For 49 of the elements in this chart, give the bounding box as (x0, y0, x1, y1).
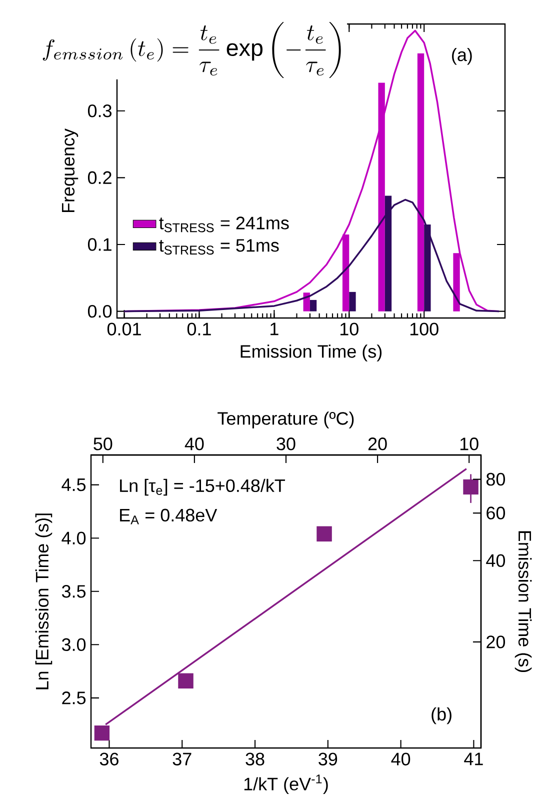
point (463, 479, 478, 495)
y2-tick-label: 20 (486, 636, 506, 648)
point (94, 725, 110, 741)
x2-axis-title: Temperature (ºC) (218, 412, 354, 428)
y-tick-label: 0.1 (88, 238, 112, 251)
legend-label: t$_{STRESS}$ = 241ms (159, 216, 289, 232)
x-axis-title: 1/kT (eV$^{-1}$) (244, 774, 328, 794)
x2-tick-label: 40 (184, 438, 204, 450)
annotation: (b) (432, 707, 452, 724)
x-tick-label: 1 (270, 322, 278, 336)
bar (349, 292, 356, 312)
annotation: E$_{A}$ = 0.48eV (120, 508, 218, 524)
y2-tick-label: 40 (486, 554, 506, 567)
x-tick-label: 10 (340, 322, 358, 336)
annotation: Ln [τ$_{e}$] = -15+0.48/kT (120, 478, 286, 496)
y-tick-label: 0.0 (88, 304, 112, 318)
annotation: (a) (452, 48, 472, 65)
y-axis-title: Ln [Emission Time (s)] (35, 514, 52, 690)
y-tick-label: 4.0 (62, 532, 86, 544)
y-tick-label: 2.5 (62, 692, 86, 704)
x-axis-title: Emission Time (s) (240, 344, 382, 362)
x-tick-label: 0.01 (107, 322, 141, 336)
x2-tick-label: 10 (460, 438, 478, 450)
y-tick-label: 4.5 (62, 478, 86, 492)
y-tick-label: 0.2 (88, 171, 112, 184)
x2-tick-label: 50 (94, 438, 112, 450)
point (316, 526, 332, 542)
x2-tick-label: 20 (368, 438, 387, 450)
x-tick-label: 39 (318, 752, 338, 766)
text: $f_{emssion}\left(t_e\right)=\frac{t_e}{\tau_e}\exp\left(-\frac{t_e}{\tau_e}\right)$ (42, 22, 341, 78)
y-tick-label: 0.3 (88, 104, 112, 118)
x-tick-label: 36 (100, 752, 118, 766)
x-tick-label: 40 (391, 752, 410, 766)
y-tick-label: 3.5 (62, 585, 86, 598)
x-tick-label: 41 (464, 752, 483, 766)
y2-axis-title: Emission Time (s) (514, 531, 532, 672)
y-tick-label: 3.0 (62, 638, 86, 652)
x-tick-label: 37 (172, 752, 192, 766)
legend-label: t$_{STRESS}$ = 51ms (159, 239, 279, 255)
y2-tick-label: 80 (486, 472, 506, 486)
x2-tick-label: 30 (276, 438, 296, 450)
point (178, 673, 194, 688)
x-tick-label: 0.1 (187, 322, 211, 336)
x-tick-label: 100 (410, 322, 438, 336)
y-axis-title: Frequency (62, 128, 78, 212)
bar (417, 53, 424, 312)
x-tick-label: 38 (246, 752, 264, 766)
y2-tick-label: 60 (486, 506, 506, 520)
bar (310, 300, 317, 312)
